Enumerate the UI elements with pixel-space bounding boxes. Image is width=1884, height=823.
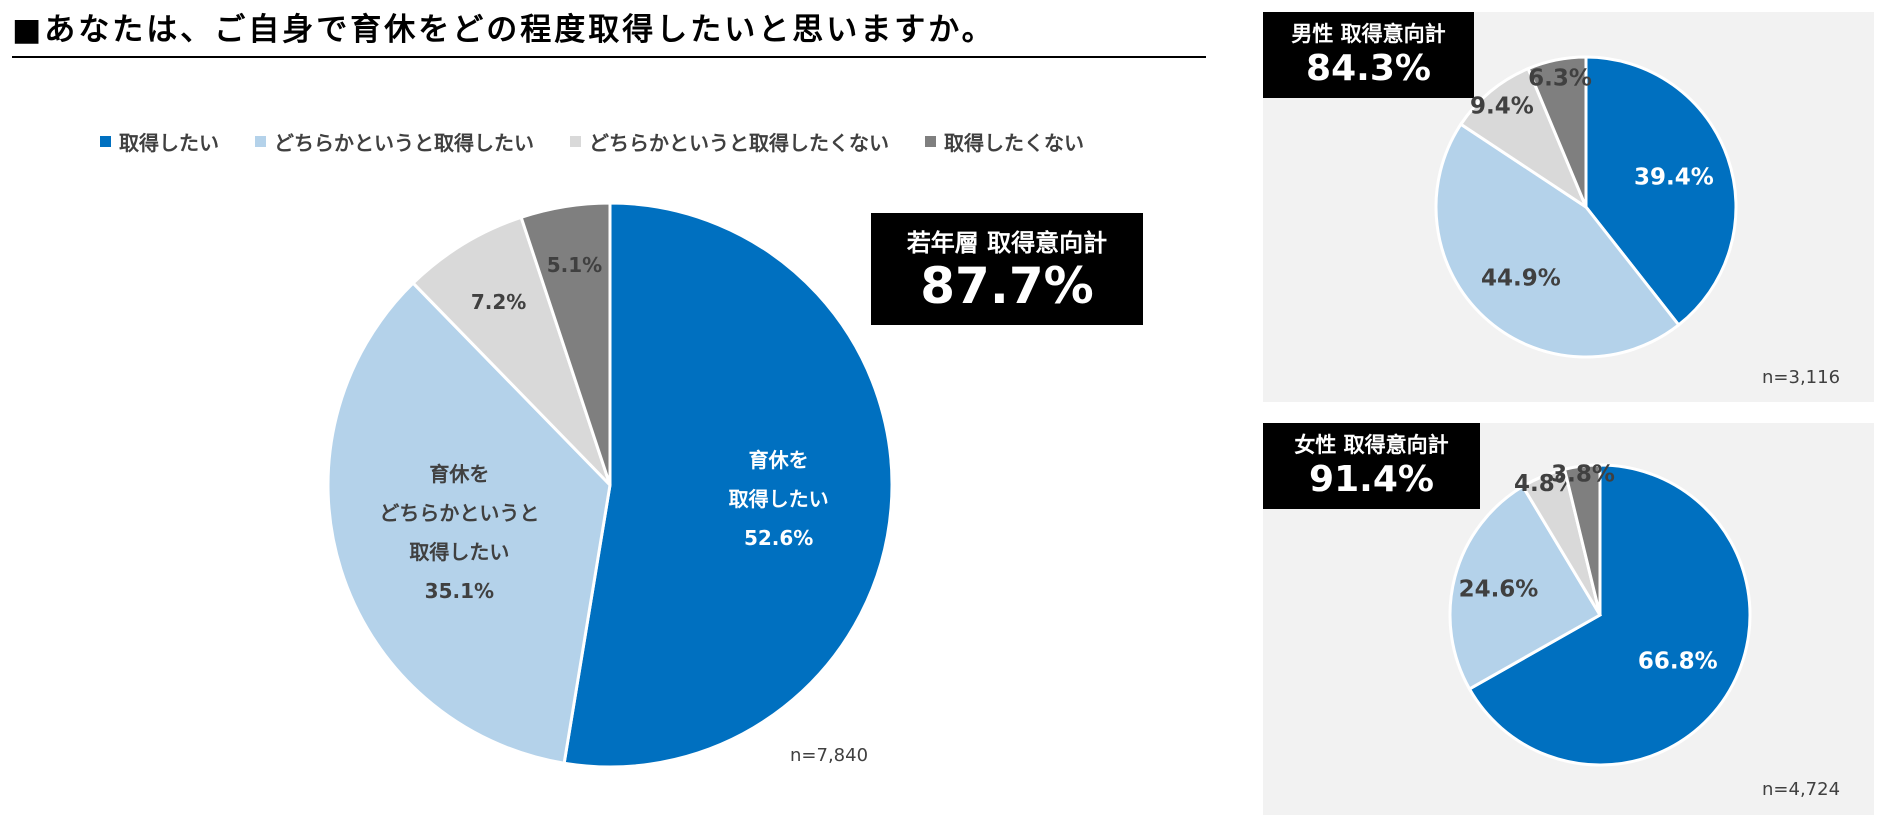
male-slice-somewhat-not-want <box>1458 66 1590 211</box>
female-data-label-somewhat-want: 24.6% <box>1459 576 1539 602</box>
legend-item-not-want: 取得したくない <box>925 126 1084 156</box>
male-data-label-somewhat-want: 44.9% <box>1481 266 1561 292</box>
main-data-label-somewhat-not-want: 7.2% <box>471 290 526 314</box>
legend-swatch-somewhat-not-want <box>570 135 581 147</box>
main-slice-not-want <box>519 201 612 486</box>
female-intent-total-box: 女性 取得意向計 91.4% <box>1263 423 1480 509</box>
female-sample-size: n=4,724 <box>1762 779 1841 800</box>
legend-label-want: 取得したい <box>119 130 219 155</box>
female-intent-total-label: 女性 取得意向計 <box>1294 433 1449 457</box>
main-slice-somewhat-not-want <box>410 215 612 487</box>
main-sample-size: n=7,840 <box>790 745 869 766</box>
main-intent-total-value: 87.7% <box>920 257 1094 315</box>
legend-label-somewhat-want: どちらかというと取得したい <box>274 130 534 155</box>
male-slice-not-want <box>1526 55 1588 208</box>
legend-item-want: 取得したい <box>100 126 219 156</box>
legend-label-somewhat-not-want: どちらかというと取得したくない <box>589 130 889 155</box>
male-intent-total-box: 男性 取得意向計 84.3% <box>1263 12 1474 98</box>
female-pie-chart: 66.8%24.6%4.8%3.8% <box>1448 462 1752 767</box>
legend-item-somewhat-not-want: どちらかというと取得したくない <box>570 126 889 156</box>
male-sample-size: n=3,116 <box>1762 367 1841 388</box>
female-slice-want <box>1467 463 1752 767</box>
male-intent-total-label: 男性 取得意向計 <box>1291 22 1446 46</box>
male-pie-chart: 39.4% 44.9% 9.4%6.3% <box>1434 55 1738 359</box>
female-intent-total-value: 91.4% <box>1309 459 1434 500</box>
main-pie-chart: 育休を取得したい 52.6% 育休をどちらかというと取得したい 35.1% 7.2% 5.… <box>326 201 894 769</box>
female-data-label-want: 66.8% <box>1638 648 1718 674</box>
male-data-label-somewhat-not-want: 9.4% <box>1470 93 1534 119</box>
male-data-label-not-want: 6.3% <box>1528 66 1592 92</box>
male-slice-want <box>1584 55 1738 328</box>
legend-item-somewhat-want: どちらかというと取得したい <box>255 126 534 156</box>
main-slice-want <box>562 201 894 769</box>
female-data-label-not-want: 3.8% <box>1551 462 1615 488</box>
female-slice-not-want <box>1562 463 1602 616</box>
main-intent-total-label: 若年層 取得意向計 <box>906 229 1108 257</box>
main-data-label-not-want: 5.1% <box>547 253 602 277</box>
page-title: ■あなたは、ご自身で育休をどの程度取得したいと思いますか。 <box>12 8 1206 58</box>
male-slice-somewhat-want <box>1434 122 1681 359</box>
legend-swatch-somewhat-want <box>255 135 266 147</box>
legend-label-not-want: 取得したくない <box>944 130 1084 155</box>
female-slice-somewhat-want <box>1448 484 1603 691</box>
legend-swatch-not-want <box>925 135 936 147</box>
main-data-label-want: 育休を取得したい 52.6% <box>729 448 829 550</box>
male-panel: 男性 取得意向計 84.3% 39.4% 44.9% 9.4% 6.3% <box>1263 12 1874 402</box>
main-data-label-somewhat-want: 育休をどちらかというと取得したい 35.1% <box>379 462 539 603</box>
female-panel: 女性 取得意向計 91.4% 66.8% 24.6% 4.8% 3.8% <box>1263 423 1874 815</box>
male-intent-total-value: 84.3% <box>1306 48 1431 89</box>
legend-swatch-want <box>100 135 111 147</box>
male-data-label-want: 39.4% <box>1634 165 1714 191</box>
main-slice-somewhat-want <box>326 280 612 765</box>
main-intent-total-box: 若年層 取得意向計 87.7% <box>871 213 1143 325</box>
chart-legend: 取得したい どちらかというと取得したい どちらかというと取得したくない 取得した… <box>100 126 1084 156</box>
